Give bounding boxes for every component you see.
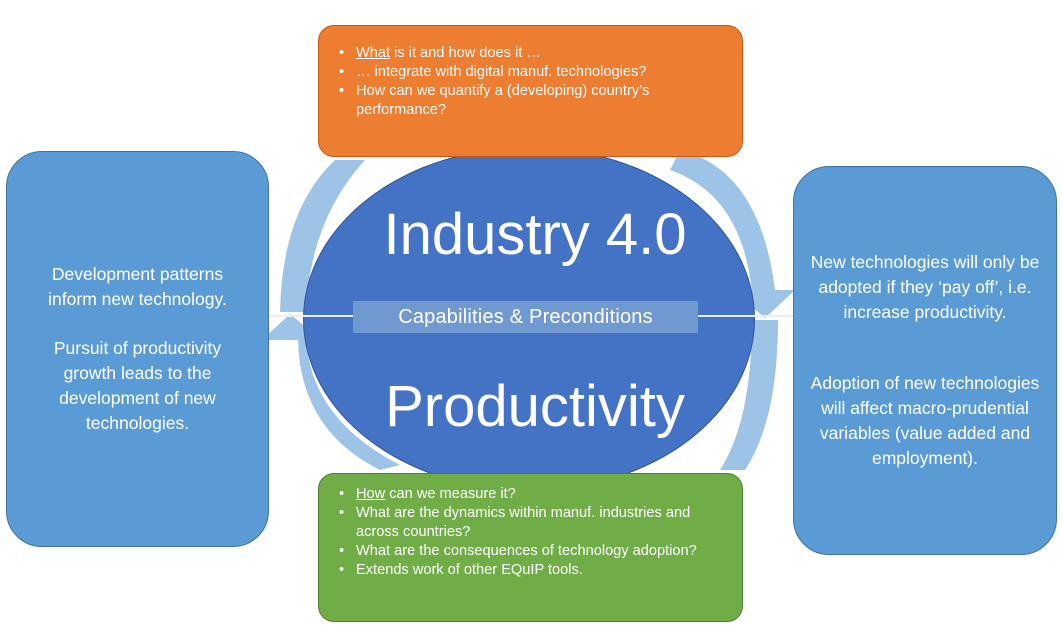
productivity-title: Productivity — [385, 374, 685, 439]
ring-arrow-left-upper — [280, 160, 365, 312]
list-item: What are the consequences of technology … — [339, 542, 728, 561]
productivity-questions-box: How can we measure it? What are the dyna… — [318, 473, 743, 622]
list-item-text: can we measure it? — [385, 486, 516, 502]
productivity-questions-list: How can we measure it? What are the dyna… — [339, 485, 728, 580]
ring-arrow-right-lower — [720, 320, 778, 470]
list-item-emphasis: How — [356, 486, 386, 502]
left-box-text-1: Development patterns inform new technolo… — [48, 264, 227, 309]
list-item: … integrate with digital manuf. technolo… — [339, 63, 728, 82]
ring-arrow-left — [262, 314, 400, 470]
right-box-text-1: New technologies will only be adopted if… — [810, 252, 1040, 322]
right-box-text-2: Adoption of new technologies will affect… — [810, 373, 1040, 468]
capabilities-band: Capabilities & Preconditions — [353, 301, 698, 333]
left-box-text-2: Pursuit of productivity growth leads to … — [53, 338, 222, 433]
list-item: What is it and how does it … — [339, 44, 728, 63]
list-item-text: is it and how does it … — [390, 45, 541, 61]
industry-title: Industry 4.0 — [383, 202, 687, 267]
list-item: Extends work of other EQuIP tools. — [339, 561, 728, 580]
list-item: How can we quantify a (developing) count… — [339, 82, 728, 120]
list-item: What are the dynamics within manuf. indu… — [339, 504, 728, 542]
ring-arrow-right — [670, 150, 795, 318]
list-item: How can we measure it? — [339, 485, 728, 504]
right-info-box: New technologies will only be adopted if… — [793, 166, 1057, 555]
industry-questions-list: What is it and how does it … … integrate… — [339, 44, 728, 120]
list-item-emphasis: What — [356, 45, 391, 61]
industry-questions-box: What is it and how does it … … integrate… — [318, 25, 743, 157]
left-info-box: Development patterns inform new technolo… — [6, 151, 269, 547]
